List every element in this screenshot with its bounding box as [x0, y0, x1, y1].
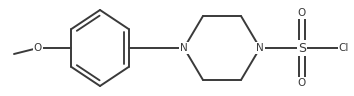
Text: S: S — [298, 41, 306, 55]
Text: Cl: Cl — [339, 43, 349, 53]
Text: N: N — [256, 43, 264, 53]
Text: O: O — [34, 43, 42, 53]
Text: O: O — [298, 78, 306, 88]
Text: N: N — [180, 43, 188, 53]
Text: O: O — [298, 8, 306, 18]
